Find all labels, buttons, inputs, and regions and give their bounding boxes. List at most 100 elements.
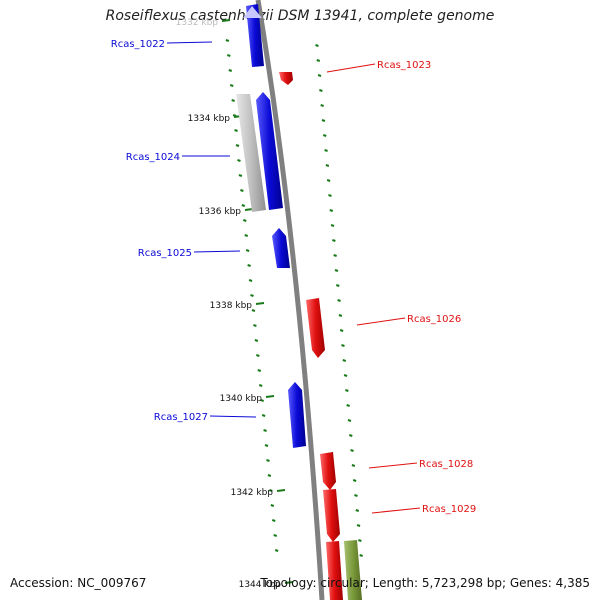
tick-mark: [350, 449, 354, 452]
tick-mark: [234, 129, 238, 132]
tick-mark: [348, 434, 353, 437]
leader-line: [326, 63, 376, 73]
tick-mark: [264, 444, 269, 447]
gene-rcas-1024-arrow: [256, 92, 283, 210]
tick-mark: [337, 299, 341, 302]
tick-mark: [240, 189, 244, 192]
tick-mark: [347, 419, 352, 422]
gene-label-rcas_1026: Rcas_1026: [407, 314, 461, 325]
tick-mark: [328, 194, 332, 197]
tick-mark: [238, 174, 243, 177]
tick-mark: [317, 74, 322, 77]
gene-label-rcas_1027: Rcas_1027: [154, 412, 208, 423]
tick-mark: [322, 134, 327, 137]
tick-mark: [254, 339, 259, 342]
tick-mark: [231, 99, 235, 102]
tick-mark: [269, 489, 273, 492]
gene-red-partial: [326, 541, 343, 600]
tick-mark: [248, 279, 253, 282]
gene-rcas-1029-arrow: [323, 489, 340, 542]
tick-mark: [320, 104, 324, 107]
tick-mark: [352, 479, 357, 482]
tick-mark: [332, 239, 336, 242]
tick-mark: [242, 219, 247, 222]
gene-rcas-1025-arrow: [272, 228, 290, 268]
tick-mark: [253, 324, 257, 327]
tick-mark: [345, 389, 349, 392]
tick-mark: [267, 474, 272, 477]
scale-tick: [284, 581, 294, 584]
tick-mark: [263, 429, 267, 432]
tick-mark: [359, 554, 363, 557]
gene-label-rcas_1028: Rcas_1028: [419, 459, 473, 470]
tick-mark: [343, 374, 348, 377]
leader-line: [193, 250, 241, 253]
tick-mark: [257, 369, 262, 372]
gene-label-rcas_1025: Rcas_1025: [138, 248, 192, 259]
tick-mark: [225, 39, 230, 42]
tick-mark: [270, 504, 275, 507]
map-title: Roseiflexus castenholzii DSM 13941, comp…: [105, 8, 495, 24]
tick-mark: [250, 294, 254, 297]
gene-rcas-1023-arrow: [279, 72, 293, 85]
gene-rcas-1026-arrow: [306, 298, 325, 358]
tick-mark: [351, 464, 356, 467]
scale-tick: [276, 489, 286, 492]
tick-mark: [355, 509, 360, 512]
scale-label: 1342 kbp: [231, 488, 274, 498]
backbone-track: [255, 0, 325, 600]
scale-tick: [221, 19, 231, 22]
scale-label: 1340 kbp: [220, 394, 263, 404]
tick-mark: [325, 164, 330, 167]
gene-label-rcas_1029: Rcas_1029: [422, 504, 476, 515]
tick-mark: [241, 204, 246, 207]
leader-line: [356, 317, 406, 326]
tick-mark: [342, 359, 347, 362]
gene-olive-feature: [344, 540, 362, 600]
tick-mark: [260, 399, 264, 402]
tick-mark: [354, 494, 358, 497]
gene-grey-feature: [236, 94, 266, 212]
tick-mark: [258, 384, 263, 387]
tick-mark: [237, 159, 241, 162]
gene-arrowhead-fade: [243, 6, 262, 18]
tick-mark: [261, 414, 266, 417]
tick-mark: [227, 54, 231, 57]
tick-mark: [358, 539, 362, 542]
tick-mark: [266, 459, 270, 462]
tick-mark: [271, 519, 276, 522]
gene-label-rcas_1023: Rcas_1023: [377, 60, 431, 71]
leader-line: [166, 41, 213, 44]
scale-label: 1336 kbp: [199, 207, 242, 217]
tick-mark: [244, 234, 249, 237]
tick-mark: [274, 549, 279, 552]
leader-line: [368, 462, 418, 469]
tick-mark: [251, 309, 256, 312]
scale-label: 1332 kbp: [176, 18, 219, 28]
tick-mark: [273, 534, 278, 537]
tick-mark: [346, 404, 350, 407]
tick-mark: [338, 314, 343, 317]
gene-rcas-1027-arrow: [288, 382, 306, 448]
tick-mark: [229, 84, 234, 87]
tick-mark: [315, 44, 319, 47]
gene-label-rcas_1022: Rcas_1022: [111, 39, 165, 50]
leader-line: [209, 415, 257, 418]
tick-mark: [339, 329, 344, 332]
tick-mark: [316, 59, 321, 62]
tick-mark: [329, 209, 334, 212]
tick-mark: [326, 179, 331, 182]
accession-text: Accession: NC_009767: [10, 576, 147, 590]
tick-mark: [324, 149, 328, 152]
tick-mark: [330, 224, 335, 227]
gene-label-rcas_1024: Rcas_1024: [126, 152, 180, 163]
gene-rcas-1028-arrow: [320, 452, 336, 490]
tick-mark: [247, 264, 251, 267]
tick-mark: [319, 89, 323, 92]
gene-rcas-1022-arrow: [246, 4, 264, 67]
topology-text: Topology: circular; Length: 5,723,298 bp…: [260, 576, 590, 590]
leader-line: [371, 507, 421, 514]
tick-mark: [321, 119, 326, 122]
